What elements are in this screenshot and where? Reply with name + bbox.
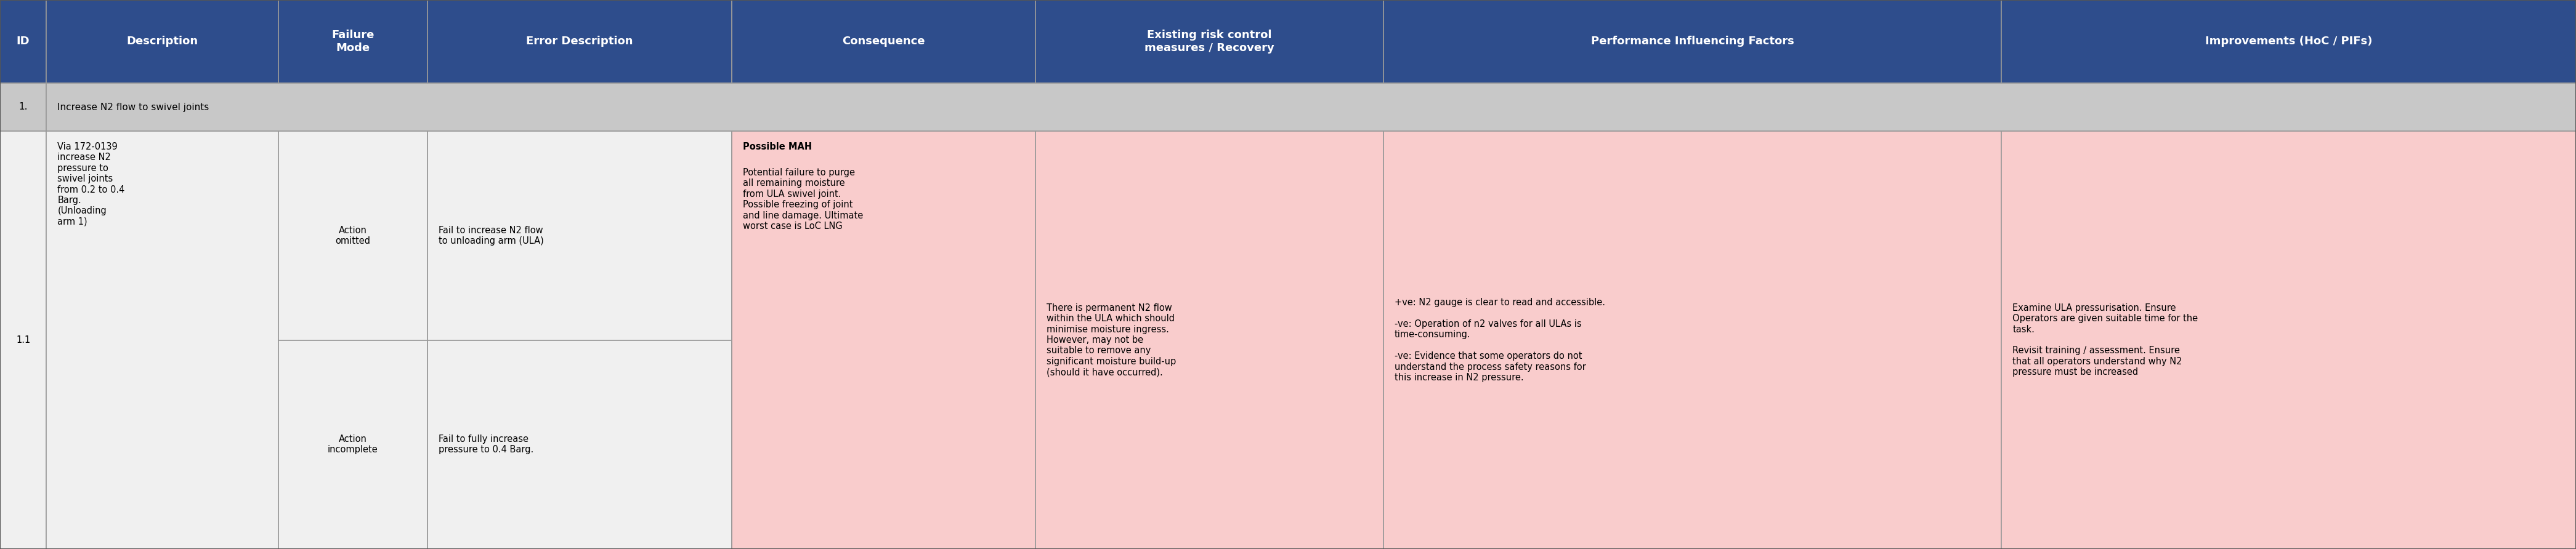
Text: Increase N2 flow to swivel joints: Increase N2 flow to swivel joints — [57, 103, 209, 111]
Bar — [732, 0, 1036, 83]
Bar — [0, 83, 46, 131]
Text: Action
omitted: Action omitted — [335, 226, 371, 245]
Bar — [278, 340, 428, 549]
Text: Description: Description — [126, 36, 198, 47]
Bar — [1036, 0, 1383, 83]
Bar — [1036, 131, 1383, 549]
Text: Existing risk control
measures / Recovery: Existing risk control measures / Recover… — [1144, 30, 1275, 53]
Text: Fail to increase N2 flow
to unloading arm (ULA): Fail to increase N2 flow to unloading ar… — [438, 226, 544, 245]
Text: Failure
Mode: Failure Mode — [332, 30, 374, 53]
Text: 1.: 1. — [18, 103, 28, 111]
Text: Performance Influencing Factors: Performance Influencing Factors — [1592, 36, 1793, 47]
Text: Possible MAH: Possible MAH — [742, 142, 811, 152]
Text: 1.1: 1.1 — [15, 335, 31, 345]
Bar — [732, 131, 1036, 549]
Bar — [46, 83, 2576, 131]
Text: +ve: N2 gauge is clear to read and accessible.

-ve: Operation of n2 valves for : +ve: N2 gauge is clear to read and acces… — [1394, 298, 1605, 382]
Text: There is permanent N2 flow
within the ULA which should
minimise moisture ingress: There is permanent N2 flow within the UL… — [1046, 303, 1177, 377]
Bar — [428, 131, 732, 340]
Text: Fail to fully increase
pressure to 0.4 Barg.: Fail to fully increase pressure to 0.4 B… — [438, 435, 533, 455]
Bar — [46, 0, 278, 83]
Bar — [278, 0, 428, 83]
Bar — [0, 0, 46, 83]
Text: Action
incomplete: Action incomplete — [327, 435, 379, 455]
Bar — [2002, 131, 2576, 549]
Bar — [428, 0, 732, 83]
Bar — [46, 131, 278, 549]
Bar — [0, 131, 46, 549]
Bar — [1383, 0, 2002, 83]
Text: Potential failure to purge
all remaining moisture
from ULA swivel joint.
Possibl: Potential failure to purge all remaining… — [742, 168, 863, 231]
Text: Via 172-0139
increase N2
pressure to
swivel joints
from 0.2 to 0.4
Barg.
(Unload: Via 172-0139 increase N2 pressure to swi… — [57, 142, 124, 226]
Text: Improvements (HoC / PIFs): Improvements (HoC / PIFs) — [2205, 36, 2372, 47]
Bar — [2002, 0, 2576, 83]
Text: Consequence: Consequence — [842, 36, 925, 47]
Text: Examine ULA pressurisation. Ensure
Operators are given suitable time for the
tas: Examine ULA pressurisation. Ensure Opera… — [2012, 303, 2197, 377]
Bar — [1383, 131, 2002, 549]
Bar — [428, 340, 732, 549]
Text: Error Description: Error Description — [526, 36, 634, 47]
Bar — [278, 131, 428, 340]
Text: ID: ID — [15, 36, 31, 47]
